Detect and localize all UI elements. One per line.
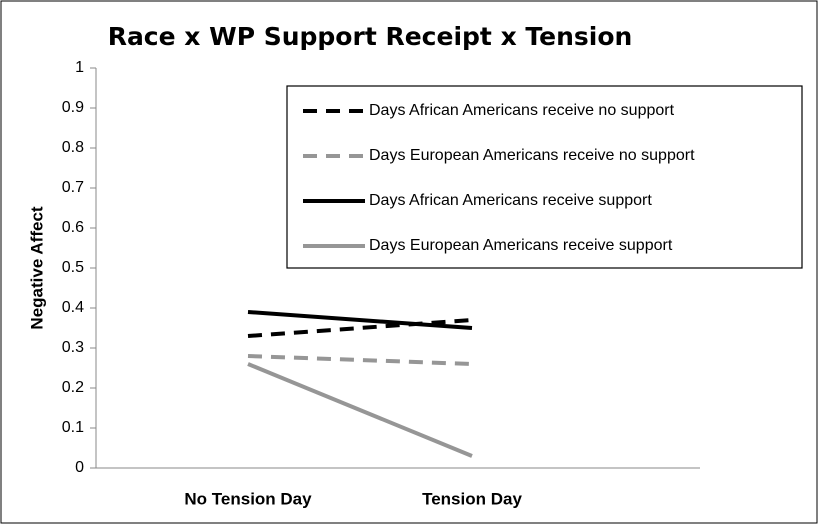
x-tick-label: Tension Day xyxy=(422,489,522,508)
series-line xyxy=(247,318,473,338)
y-tick-label: 0 xyxy=(75,459,84,476)
y-tick-label: 0.1 xyxy=(62,419,84,436)
legend-label: Days African Americans receive support xyxy=(369,192,652,209)
series-line xyxy=(247,310,473,330)
legend-label: Days African Americans receive no suppor… xyxy=(369,102,675,119)
y-tick-label: 0.6 xyxy=(62,219,84,236)
y-tick-label: 0.9 xyxy=(62,99,84,116)
legend-label: Days European Americans receive support xyxy=(369,237,673,254)
y-tick-label: 1 xyxy=(75,59,84,76)
legend xyxy=(286,85,803,269)
chart-title: Race x WP Support Receipt x Tension xyxy=(108,22,633,51)
legend-label: Days European Americans receive no suppo… xyxy=(369,147,695,164)
x-tick-label: No Tension Day xyxy=(184,489,312,508)
y-tick-label: 0.4 xyxy=(62,299,84,316)
series-line xyxy=(247,362,473,458)
y-tick-label: 0.2 xyxy=(62,379,84,396)
y-axis-label: Negative Affect xyxy=(27,206,46,329)
y-tick-label: 0.3 xyxy=(62,339,84,356)
y-tick-label: 0.5 xyxy=(62,259,84,276)
y-tick-label: 0.7 xyxy=(62,179,84,196)
series-line xyxy=(247,354,473,366)
y-tick-label: 0.8 xyxy=(62,139,84,156)
